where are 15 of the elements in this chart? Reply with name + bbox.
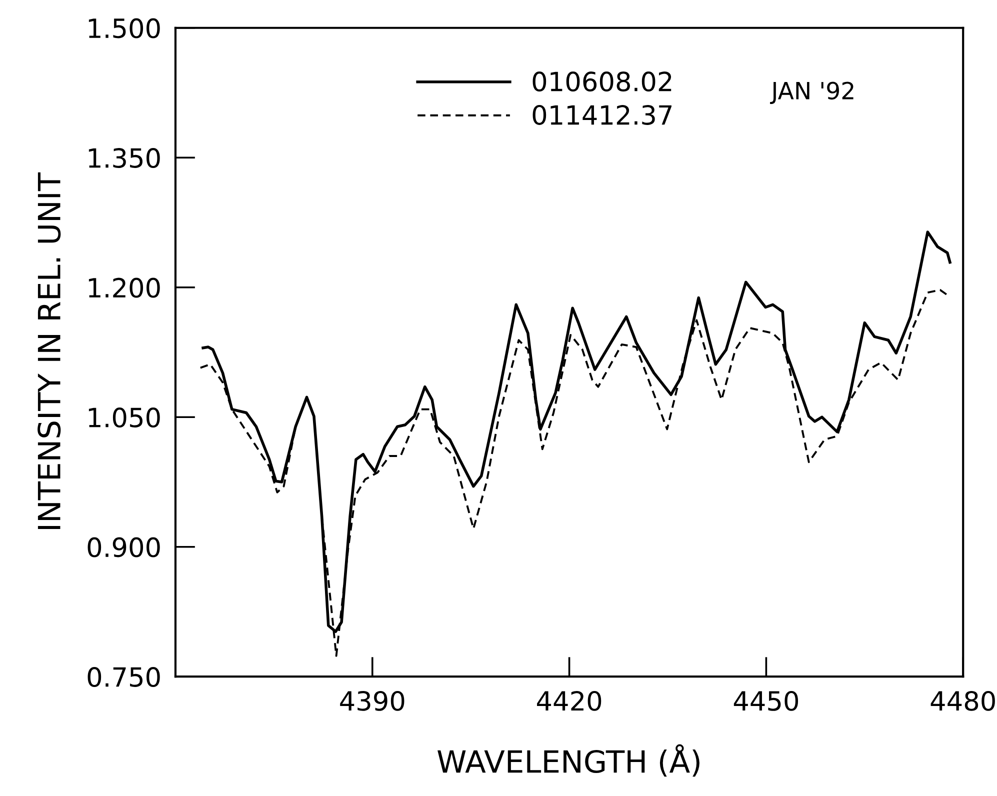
y-tick-label: 1.350 xyxy=(88,148,160,168)
y-tick-label: 1.200 xyxy=(88,278,160,298)
annotation: JAN '92 xyxy=(770,82,854,104)
y-tick-label: 1.500 xyxy=(88,18,160,38)
x-axis-title: WAVELENGTH (Å) xyxy=(438,744,700,777)
x-tick-label: 4450 xyxy=(734,690,798,711)
x-tick-label: 4420 xyxy=(537,690,602,711)
legend-label: 011412.37 xyxy=(532,104,672,125)
y-tick-label: 0.900 xyxy=(88,537,160,558)
legend-label: 010608.02 xyxy=(532,72,672,92)
x-tick-label: 4390 xyxy=(340,690,404,711)
y-tick-label: 1.050 xyxy=(88,408,160,428)
y-axis-title: INTENSITY IN REL. UNIT xyxy=(38,172,61,530)
y-tick-label: 0.750 xyxy=(88,667,160,687)
x-tick-label: 4480 xyxy=(930,690,995,711)
